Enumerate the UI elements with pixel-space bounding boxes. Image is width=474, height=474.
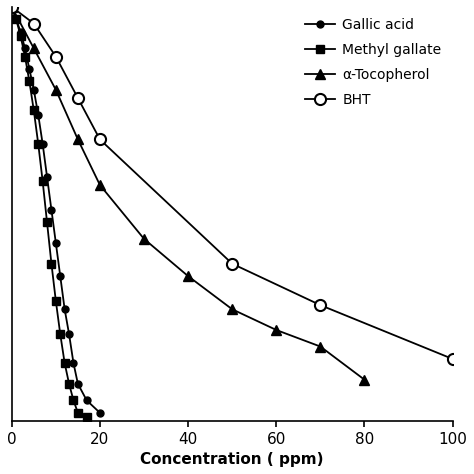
Gallic acid — [49, 207, 55, 213]
Gallic acid — [22, 46, 28, 51]
α-Tocopherol — [97, 182, 103, 188]
Methyl gallate — [75, 410, 81, 416]
Gallic acid — [36, 112, 41, 118]
BHT — [75, 95, 81, 101]
Gallic acid — [18, 29, 23, 35]
Methyl gallate — [22, 54, 28, 59]
Gallic acid — [27, 66, 32, 72]
X-axis label: Concentration ( ppm): Concentration ( ppm) — [140, 452, 324, 467]
Gallic acid — [53, 240, 59, 246]
Gallic acid — [57, 273, 63, 279]
Gallic acid — [40, 141, 46, 146]
Line: BHT: BHT — [6, 1, 458, 365]
Methyl gallate — [62, 360, 67, 366]
Gallic acid — [31, 87, 36, 92]
α-Tocopherol — [9, 4, 15, 10]
Methyl gallate — [44, 219, 50, 225]
Methyl gallate — [36, 141, 41, 146]
Gallic acid — [44, 174, 50, 180]
BHT — [53, 54, 59, 59]
Methyl gallate — [84, 414, 90, 420]
Methyl gallate — [9, 4, 15, 10]
α-Tocopherol — [273, 327, 279, 333]
α-Tocopherol — [362, 377, 367, 383]
α-Tocopherol — [53, 87, 59, 92]
Gallic acid — [71, 360, 76, 366]
Methyl gallate — [71, 398, 76, 403]
BHT — [9, 4, 15, 10]
Methyl gallate — [18, 33, 23, 39]
Methyl gallate — [57, 331, 63, 337]
BHT — [97, 137, 103, 142]
BHT — [229, 261, 235, 266]
Methyl gallate — [31, 108, 36, 113]
Gallic acid — [9, 4, 15, 10]
Line: α-Tocopherol: α-Tocopherol — [7, 2, 369, 384]
Gallic acid — [66, 331, 72, 337]
Methyl gallate — [40, 178, 46, 184]
α-Tocopherol — [141, 236, 147, 242]
α-Tocopherol — [318, 344, 323, 349]
BHT — [31, 21, 36, 27]
Line: Methyl gallate: Methyl gallate — [8, 3, 91, 421]
α-Tocopherol — [229, 306, 235, 312]
α-Tocopherol — [185, 273, 191, 279]
BHT — [318, 302, 323, 308]
Legend: Gallic acid, Methyl gallate, α-Tocopherol, BHT: Gallic acid, Methyl gallate, α-Tocophero… — [301, 14, 446, 111]
Line: Gallic acid: Gallic acid — [8, 3, 103, 416]
Methyl gallate — [49, 261, 55, 266]
Gallic acid — [84, 398, 90, 403]
BHT — [450, 356, 456, 362]
Gallic acid — [13, 17, 19, 22]
Methyl gallate — [13, 17, 19, 22]
Gallic acid — [97, 410, 103, 416]
α-Tocopherol — [31, 46, 36, 51]
Methyl gallate — [66, 381, 72, 387]
α-Tocopherol — [75, 137, 81, 142]
Gallic acid — [62, 306, 67, 312]
Methyl gallate — [27, 79, 32, 84]
Methyl gallate — [53, 298, 59, 304]
Gallic acid — [75, 381, 81, 387]
